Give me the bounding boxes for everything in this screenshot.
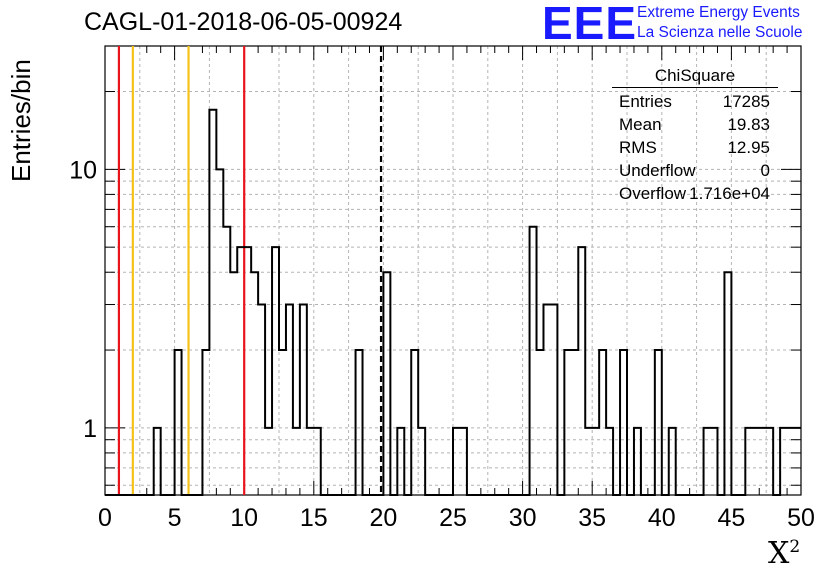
histogram-bin: [606, 428, 613, 495]
x-tick-label: 10: [230, 504, 258, 532]
histogram-bin: [550, 305, 557, 495]
x-tick-label: 40: [648, 504, 676, 532]
x-tick-label: 15: [300, 504, 328, 532]
histogram-bin: [209, 110, 216, 495]
histogram-bin: [620, 350, 627, 495]
histogram-bin: [202, 350, 209, 495]
stats-row-rms: RMS 12.95: [612, 136, 778, 159]
x-axis-label-sup: 2: [789, 537, 801, 557]
histogram-bin: [745, 428, 752, 495]
stats-value: 1.716e+04: [689, 184, 770, 203]
histogram-bin: [244, 247, 251, 495]
x-tick-label: 5: [168, 504, 182, 532]
histogram-bin: [314, 428, 321, 495]
histogram-bin: [585, 428, 592, 495]
histogram-bin: [537, 350, 544, 495]
histogram-bin: [279, 350, 286, 495]
histogram-bin: [175, 350, 182, 495]
histogram-bin: [265, 428, 272, 495]
histogram-bin: [599, 350, 606, 495]
histogram-bin: [592, 428, 599, 495]
stats-value: 0: [760, 161, 770, 180]
histogram-bin: [307, 428, 314, 495]
histogram-bin: [223, 227, 230, 495]
histogram-bin: [787, 428, 794, 495]
stats-label: Overflow: [619, 184, 687, 203]
plot-title: CAGL-01-2018-06-05-00924: [84, 8, 403, 36]
x-axis-label: X2: [768, 536, 800, 571]
x-axis-label-main: X: [768, 536, 790, 571]
stats-box: ChiSquare Entries 17285 Mean 19.83 RMS 1…: [612, 66, 778, 205]
histogram-bin: [154, 428, 161, 495]
histogram-bin: [230, 272, 237, 495]
histogram-bin: [571, 350, 578, 495]
histogram-bin: [258, 305, 265, 495]
stats-value: 19.83: [727, 115, 770, 134]
histogram-bin: [634, 428, 641, 495]
histogram-bin: [356, 350, 363, 495]
y-tick-label: 1: [83, 415, 97, 443]
histogram-bin: [543, 305, 550, 495]
histogram-bin: [293, 428, 300, 495]
eee-logo: EEE: [542, 0, 638, 49]
histogram-steps: [105, 108, 801, 496]
x-tick-label: 50: [787, 504, 815, 532]
x-tick-label: 30: [509, 504, 537, 532]
histogram-bin: [752, 428, 759, 495]
stats-label: Underflow: [619, 161, 696, 180]
stats-label: Entries: [619, 92, 672, 111]
x-tick-label: 45: [717, 504, 745, 532]
stats-title: ChiSquare: [612, 66, 778, 88]
histogram-bin: [655, 350, 662, 495]
histogram-bin: [460, 428, 467, 495]
histogram-bin: [397, 428, 404, 495]
histogram-bin: [766, 428, 773, 495]
histogram-bin: [453, 428, 460, 495]
stats-value: 17285: [722, 92, 770, 111]
logo-subtitle-1: Extreme Energy Events: [637, 4, 800, 21]
histogram-bin: [251, 272, 258, 495]
stats-row-underflow: Underflow 0: [612, 159, 778, 182]
histogram-bin: [780, 428, 787, 495]
histogram-bin: [759, 428, 766, 495]
histogram-bin: [237, 247, 244, 495]
histogram-bin: [564, 350, 571, 495]
histogram-bin: [272, 247, 279, 495]
stats-row-overflow: Overflow 1.716e+04: [612, 182, 778, 205]
stats-row-entries: Entries 17285: [612, 90, 778, 113]
histogram-bin: [724, 272, 731, 495]
y-tick-label: 10: [69, 156, 97, 184]
x-tick-label: 20: [369, 504, 397, 532]
histogram-bin: [216, 169, 223, 495]
histogram-bin: [383, 272, 390, 495]
logo-subtitle-2: La Scienza nelle Scuole: [637, 24, 803, 41]
histogram-bin: [418, 428, 425, 495]
x-tick-label: 35: [578, 504, 606, 532]
y-axis-label: Entries/bin: [6, 59, 36, 182]
histogram-bin: [411, 350, 418, 495]
x-tick-label: 0: [98, 504, 112, 532]
histogram-bin: [794, 428, 801, 495]
histogram-bin: [669, 428, 676, 495]
histogram-bin: [530, 227, 537, 495]
histogram-bin: [711, 428, 718, 495]
histogram-bin: [300, 305, 307, 495]
stats-value: 12.95: [727, 138, 770, 157]
histogram-bin: [704, 428, 711, 495]
histogram-bin: [578, 247, 585, 495]
stats-label: Mean: [619, 115, 662, 134]
histogram-bin: [286, 305, 293, 495]
x-tick-label: 25: [439, 504, 467, 532]
stats-label: RMS: [619, 138, 657, 157]
stats-row-mean: Mean 19.83: [612, 113, 778, 136]
